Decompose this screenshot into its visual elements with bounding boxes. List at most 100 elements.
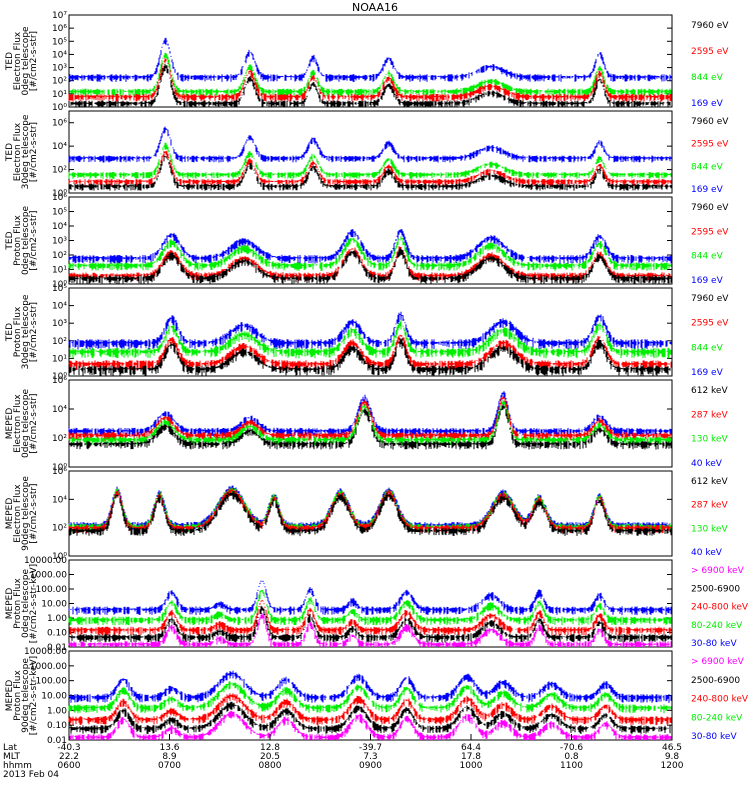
channel-label: 844 eV [691, 162, 724, 172]
channel-label: 844 eV [691, 73, 724, 83]
y-tick-label: 10¹ [52, 354, 67, 364]
channel-label: > 6900 keV [691, 566, 745, 576]
y-tick-label: 10⁵ [52, 37, 67, 47]
channel-label: 287 keV [691, 410, 728, 420]
channel-label: 7960 eV [691, 294, 729, 304]
series-trace [68, 701, 671, 734]
y-axis-label: TED [5, 231, 15, 250]
y-tick-label: 10² [52, 337, 67, 347]
x-tick-label: 0900 [359, 761, 382, 771]
y-tick-label: 10³ [52, 319, 67, 329]
channel-label: 2595 eV [691, 319, 729, 329]
y-tick-label: 10¹ [52, 90, 67, 100]
y-axis-label: MEPED [5, 408, 15, 440]
y-axis-label: 0deg telescope [21, 569, 31, 639]
x-tick-label: 1000 [460, 761, 483, 771]
series-trace [68, 580, 672, 616]
x-tick-label: 9.8 [665, 752, 680, 762]
series-trace [68, 126, 672, 163]
y-axis-label: [#/cm2-s-str] [29, 302, 39, 362]
panel-frame [68, 470, 673, 557]
channel-label: 80-240 keV [691, 713, 743, 723]
y-tick-label: 10⁰ [52, 372, 67, 382]
x-tick-label: 1200 [661, 761, 684, 771]
x-tick-label: 0.8 [564, 752, 579, 762]
y-tick-label: 0.10 [47, 721, 67, 731]
y-tick-label: 10² [52, 434, 67, 444]
x-tick-label: 0800 [259, 761, 282, 771]
y-axis-label: [#/cm2-s-str] [29, 210, 39, 270]
y-axis-label: 0deg telescope [21, 26, 31, 96]
y-tick-label: 100.00 [36, 585, 68, 595]
panel-7: 0.01 0.10 1.00 10.00 100.00 1000.00 10000.00 ME… [5, 556, 749, 653]
y-tick-label: 100.00 [36, 677, 68, 687]
y-tick-label: 10⁰ [52, 552, 67, 562]
y-axis-label: 90deg telescope [21, 476, 31, 551]
y-tick-label: 10² [52, 77, 67, 87]
y-tick-label: 1.00 [47, 706, 67, 716]
channel-label: 2500-6900 [691, 676, 740, 686]
series-trace [68, 311, 672, 350]
channel-label: > 6900 keV [691, 657, 745, 667]
series-trace [68, 590, 672, 626]
x-tick-label: 64.4 [461, 743, 481, 753]
x-tick-label: 1100 [560, 761, 583, 771]
series-trace [68, 404, 672, 450]
series-trace [68, 64, 671, 107]
y-axis-label: TED [5, 143, 15, 162]
y-axis-label: MEPED [5, 680, 15, 712]
x-tick-label: 12.8 [260, 743, 280, 753]
series-trace [69, 320, 672, 359]
y-tick-label: 10⁰ [52, 463, 67, 473]
y-tick-label: 10⁶ [52, 376, 67, 386]
x-tick-label: 8.9 [162, 752, 177, 762]
series-trace [68, 670, 672, 703]
y-tick-label: 1000.00 [30, 662, 67, 672]
y-axis-label: Proton Flux [13, 306, 23, 357]
series-trace [68, 400, 672, 446]
x-tick-label: 0600 [58, 761, 81, 771]
channel-label: 2595 eV [691, 227, 729, 237]
y-axis-label: Electron Flux [13, 484, 23, 543]
series-trace [68, 693, 672, 726]
x-tick-label: -39.7 [359, 743, 382, 753]
y-tick-label: 10⁶ [52, 467, 67, 477]
footer-row-label: hhmm [3, 761, 32, 771]
y-axis-label: [#/cm2-s-str] [29, 122, 39, 182]
x-tick-label: 17.8 [461, 752, 481, 762]
footer-row-label: MLT [3, 752, 21, 762]
y-axis-label: MEPED [5, 498, 15, 530]
y-axis-label: TED [5, 323, 15, 342]
x-tick-label: 7.3 [363, 752, 377, 762]
series-trace [68, 37, 672, 82]
y-axis-label: [#/cm2-s-str-keV] [29, 656, 39, 735]
panel-8: 0.01 0.10 1.00 10.00 100.00 1000.00 10000.00 ME… [5, 647, 749, 746]
y-axis-label: TED [5, 52, 15, 71]
channel-label: 287 keV [691, 501, 728, 511]
series-trace [68, 155, 672, 191]
y-axis-label: Electron Flux [13, 394, 23, 453]
y-axis-label: [#/cm2-s-str] [29, 483, 39, 543]
x-tick-label: 46.5 [662, 743, 682, 753]
y-tick-label: 10000.00 [24, 647, 67, 657]
channel-label: 240-800 keV [691, 695, 749, 705]
series-trace [68, 681, 672, 714]
channel-label: 169 eV [691, 368, 724, 378]
series-trace [68, 150, 672, 186]
series-trace [68, 491, 672, 537]
channel-label: 844 eV [691, 343, 724, 353]
y-tick-label: 10⁵ [52, 284, 67, 294]
x-tick-label: 0700 [158, 761, 181, 771]
channel-label: 30-80 keV [691, 639, 737, 649]
series-trace [68, 605, 672, 643]
series-trace [68, 337, 671, 376]
y-tick-label: 10⁴ [52, 222, 67, 232]
x-tick-label: -70.6 [560, 743, 584, 753]
y-axis-label: Proton Flux [13, 670, 23, 721]
channel-label: 80-240 keV [691, 621, 743, 631]
x-tick-label: -40.3 [57, 743, 80, 753]
